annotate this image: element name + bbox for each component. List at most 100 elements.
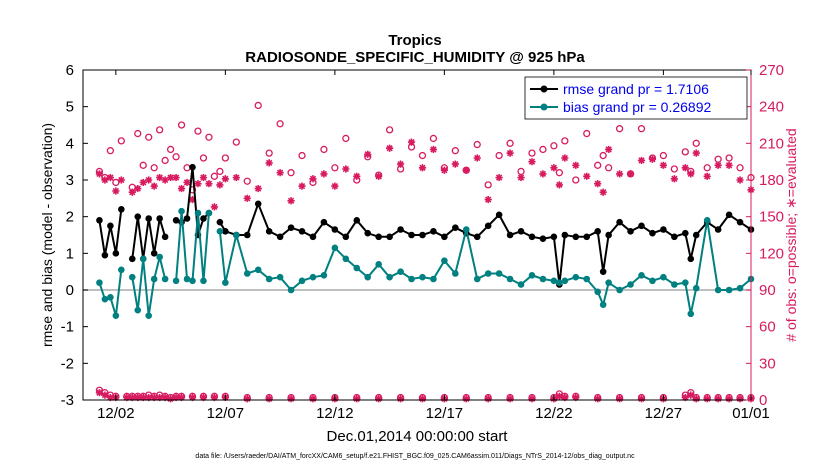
obs-evaluated-point — [210, 203, 219, 211]
bias-point — [353, 264, 361, 272]
bias-point — [178, 207, 185, 215]
rmse-point — [572, 233, 580, 241]
right-tick-label: 240 — [759, 99, 784, 116]
left-tick-label: 0 — [66, 282, 74, 299]
bias-point — [452, 270, 459, 277]
bias-point — [118, 266, 125, 274]
obs-evaluated-point — [156, 393, 164, 402]
bias-point — [627, 281, 634, 288]
bias-point — [156, 253, 163, 261]
rmse-point — [397, 226, 404, 233]
rmse-point — [150, 250, 158, 257]
bias-point — [128, 273, 136, 281]
obs-evaluated-point — [555, 181, 563, 189]
right-tick-label: 90 — [759, 282, 776, 299]
rmse-point — [441, 233, 448, 241]
obs-evaluated-point — [161, 393, 169, 402]
rmse-point — [473, 233, 481, 241]
obs-evaluated-point — [648, 155, 657, 163]
left-tick-label: 2 — [66, 209, 74, 226]
rmse-point — [583, 233, 591, 241]
rmse-point — [287, 224, 295, 231]
rmse-point — [408, 231, 415, 239]
obs-possible-point — [254, 101, 262, 110]
rmse-point — [484, 222, 492, 230]
footnote: data file: /Users/raeder/DAI/ATM_forcXX/… — [195, 453, 635, 460]
right-tick-label: 180 — [759, 172, 784, 189]
rmse-point — [183, 215, 191, 222]
obs-evaluated-point — [265, 159, 273, 167]
bias-point — [605, 279, 612, 286]
obs-evaluated-point — [539, 170, 547, 178]
rmse-point — [649, 229, 656, 237]
obs-evaluated-point — [626, 170, 635, 178]
rmse-point — [692, 231, 700, 239]
obs-possible-point — [550, 142, 558, 150]
right-axis: 0 30 60 90 120 150 180 210 240 270 — [746, 62, 784, 409]
obs-evaluated-point — [243, 194, 251, 202]
obs-possible-point — [287, 169, 295, 177]
obs-evaluated-point — [276, 169, 284, 177]
bias-point — [572, 273, 580, 281]
legend: rmse grand pr = 1.7106 bias grand pr = 0… — [524, 76, 748, 120]
obs-possible-point — [385, 126, 394, 134]
rmse-point — [161, 233, 169, 241]
obs-possible-point — [528, 149, 536, 157]
obs-evaluated-point — [528, 158, 536, 166]
obs-evaluated-point — [440, 166, 448, 174]
obs-evaluated-point — [123, 393, 131, 402]
right-tick-label: 60 — [759, 319, 776, 336]
obs-evaluated-point — [139, 178, 147, 187]
obs-possible-point — [637, 125, 646, 133]
obs-possible-point — [145, 133, 153, 141]
obs-evaluated-point — [216, 181, 224, 189]
obs-evaluated-point — [583, 172, 591, 180]
bias-point — [364, 273, 372, 281]
bias-point — [687, 310, 695, 318]
left-tick-label: -2 — [61, 355, 74, 372]
obs-evaluated-point — [407, 138, 416, 146]
obs-evaluated-point — [703, 172, 711, 180]
obs-evaluated-point — [687, 170, 695, 178]
obs-possible-point — [473, 140, 481, 149]
bias-point — [309, 273, 317, 281]
obs-evaluated-point — [462, 166, 470, 174]
obs-evaluated-point — [128, 188, 136, 196]
obs-evaluated-point — [221, 175, 229, 183]
obs-evaluated-point — [139, 393, 147, 402]
obs-possible-point — [506, 139, 514, 147]
right-tick-label: 150 — [759, 209, 784, 226]
obs-possible-point — [205, 133, 213, 141]
rmse-point — [495, 211, 503, 219]
obs-possible-point — [561, 137, 569, 145]
obs-evaluated-point — [128, 393, 136, 402]
rmse-point — [430, 228, 437, 235]
obs-evaluated-point — [561, 393, 569, 402]
obs-possible-point — [156, 126, 164, 134]
obs-evaluated-point — [188, 393, 197, 402]
rmse-point — [550, 233, 558, 241]
bias-point — [616, 286, 623, 294]
obs-possible-point — [106, 147, 115, 155]
rmse-point — [714, 226, 722, 233]
bias-point — [134, 306, 142, 314]
rmse-point — [681, 229, 689, 237]
bias-point — [287, 286, 295, 294]
obs-evaluated-point — [172, 393, 180, 402]
obs-possible-point — [134, 129, 142, 138]
rmse-point — [539, 235, 547, 242]
obs-possible-point — [495, 151, 503, 160]
bias-point — [375, 261, 382, 268]
rmse-point — [156, 215, 163, 222]
left-tick-label: 4 — [66, 135, 74, 152]
bias-point — [276, 273, 284, 281]
rmse-point — [265, 228, 273, 235]
obs-possible-point — [221, 154, 230, 162]
obs-evaluated-point — [134, 184, 142, 193]
obs-evaluated-point — [364, 150, 372, 158]
bias-point — [233, 231, 240, 239]
obs-evaluated-point — [396, 160, 405, 168]
bias-point — [561, 277, 569, 285]
rmse-point — [331, 226, 339, 233]
